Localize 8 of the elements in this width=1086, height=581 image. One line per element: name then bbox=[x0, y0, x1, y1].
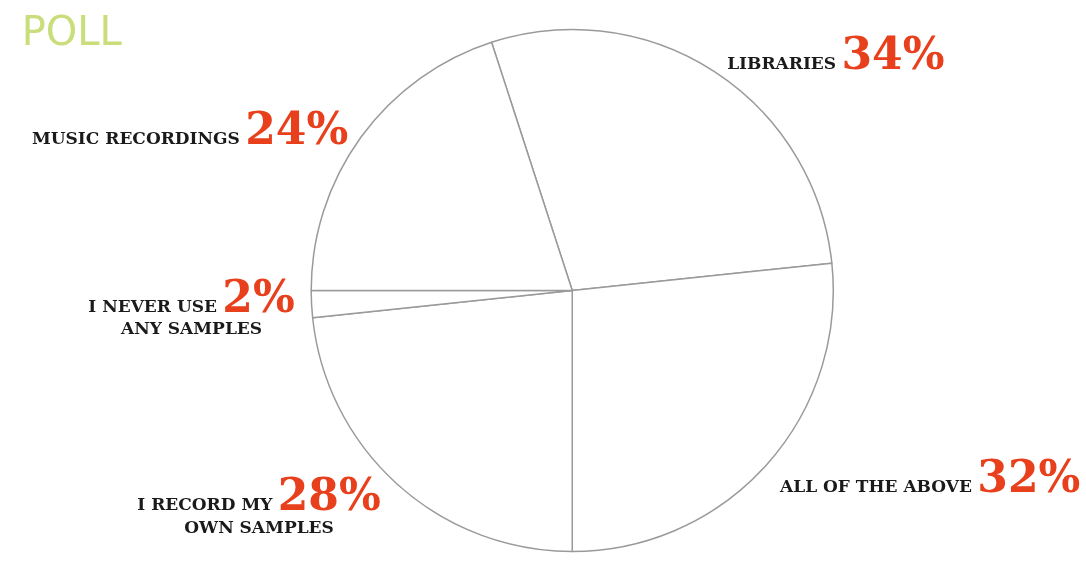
slice-label: LIBRARIES bbox=[727, 53, 837, 74]
data-label: 24% bbox=[245, 102, 349, 154]
chart-title: POLL bbox=[21, 8, 123, 55]
data-label: 32% bbox=[977, 451, 1081, 503]
data-label: 2% bbox=[222, 270, 295, 322]
slice-label: MUSIC RECORDINGS bbox=[31, 127, 240, 148]
slice-label: ALL OF THE ABOVE bbox=[778, 476, 972, 497]
data-label: 34% bbox=[841, 28, 945, 80]
